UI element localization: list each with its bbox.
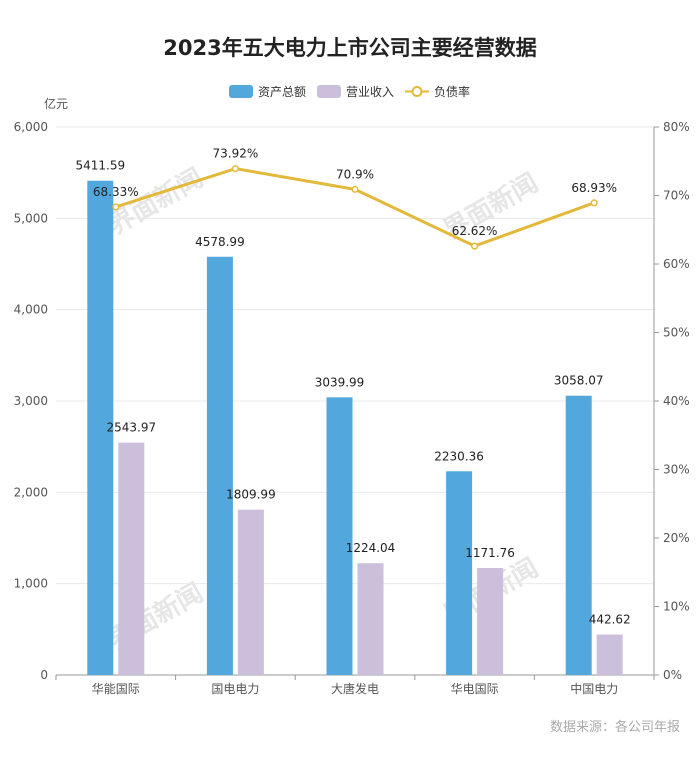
y2-tick-label: 10% xyxy=(663,600,690,614)
legend-marker-debt xyxy=(411,86,423,97)
bar xyxy=(477,567,504,675)
bar xyxy=(565,395,592,675)
chart-title: 2023年五大电力上市公司主要经营数据 xyxy=(163,36,536,60)
legend-label-debt: 负债率 xyxy=(434,84,470,99)
y-tick-label: 2,000 xyxy=(14,485,48,499)
bar xyxy=(237,509,264,675)
debt-ratio-label: 68.33% xyxy=(93,185,139,199)
y-tick-label: 3,000 xyxy=(14,394,48,408)
debt-ratio-label: 73.92% xyxy=(213,147,259,161)
bar xyxy=(596,634,623,675)
legend-swatch-revenue xyxy=(317,85,341,98)
bar-value-label: 2543.97 xyxy=(106,421,156,435)
legend-label-revenue: 营业收入 xyxy=(346,85,394,99)
bar-value-label: 3058.07 xyxy=(554,374,604,388)
y2-tick-label: 60% xyxy=(663,257,690,271)
legend: 资产总额 营业收入 负债率 xyxy=(229,84,470,99)
y2-tick-label: 30% xyxy=(663,463,690,477)
debt-ratio-label: 68.93% xyxy=(571,181,617,195)
line-layer xyxy=(112,165,598,250)
legend-swatch-assets xyxy=(229,85,253,98)
grid-layer xyxy=(56,126,654,585)
bar xyxy=(206,256,233,675)
y-axis-unit-label: 亿元 xyxy=(44,96,68,111)
x-tick-label: 国电电力 xyxy=(211,682,259,696)
legend-label-assets: 资产总额 xyxy=(258,85,306,99)
bar-layer xyxy=(87,180,623,675)
y-tick-label: 0 xyxy=(40,668,48,682)
debt-ratio-point xyxy=(471,242,479,250)
bar-value-label: 1171.76 xyxy=(465,546,515,560)
bar xyxy=(446,471,473,675)
bar-value-label: 3039.99 xyxy=(315,375,365,389)
bar-value-label: 442.62 xyxy=(589,613,631,627)
axis-layer: 0 1,000 2,000 3,000 4,000 5,000 6,000 0% 10% 20% 3… xyxy=(14,120,690,696)
x-tick-label: 大唐发电 xyxy=(331,681,379,696)
source-note: 数据来源：各公司年报 xyxy=(550,719,680,735)
bar xyxy=(87,180,114,675)
y2-tick-label: 70% xyxy=(663,189,690,203)
debt-ratio-point xyxy=(351,185,359,193)
y2-tick-label: 40% xyxy=(663,394,690,408)
bar-value-label: 2230.36 xyxy=(434,449,484,463)
y-tick-label: 4,000 xyxy=(14,303,48,317)
y2-tick-label: 0% xyxy=(663,668,682,682)
y-tick-label: 6,000 xyxy=(14,120,48,134)
debt-ratio-label: 62.62% xyxy=(452,224,498,238)
y2-tick-label: 20% xyxy=(663,531,690,545)
debt-ratio-point xyxy=(112,203,120,211)
y2-tick-label: 80% xyxy=(663,120,690,134)
debt-ratio-point xyxy=(231,165,239,173)
bar xyxy=(357,563,384,675)
y-tick-label: 5,000 xyxy=(14,211,48,225)
bar-value-label: 1224.04 xyxy=(346,541,396,555)
watermark-text: 界面新闻 xyxy=(103,162,209,241)
bar-value-label: 5411.59 xyxy=(75,159,125,173)
label-layer: 5411.59 4578.99 3039.99 2230.36 3058.07 2543.… xyxy=(75,147,630,627)
x-tick-label: 华能国际 xyxy=(92,682,140,696)
bar xyxy=(326,397,353,675)
y2-tick-label: 50% xyxy=(663,326,690,340)
y-tick-label: 1,000 xyxy=(14,577,48,591)
bar xyxy=(118,442,145,675)
x-tick-label: 中国电力 xyxy=(570,681,618,696)
debt-ratio-point xyxy=(590,199,598,207)
x-tick-label: 华电国际 xyxy=(451,682,499,696)
debt-ratio-label: 70.9% xyxy=(336,167,374,181)
bar-value-label: 1809.99 xyxy=(226,488,276,502)
bar-value-label: 4578.99 xyxy=(195,235,245,249)
